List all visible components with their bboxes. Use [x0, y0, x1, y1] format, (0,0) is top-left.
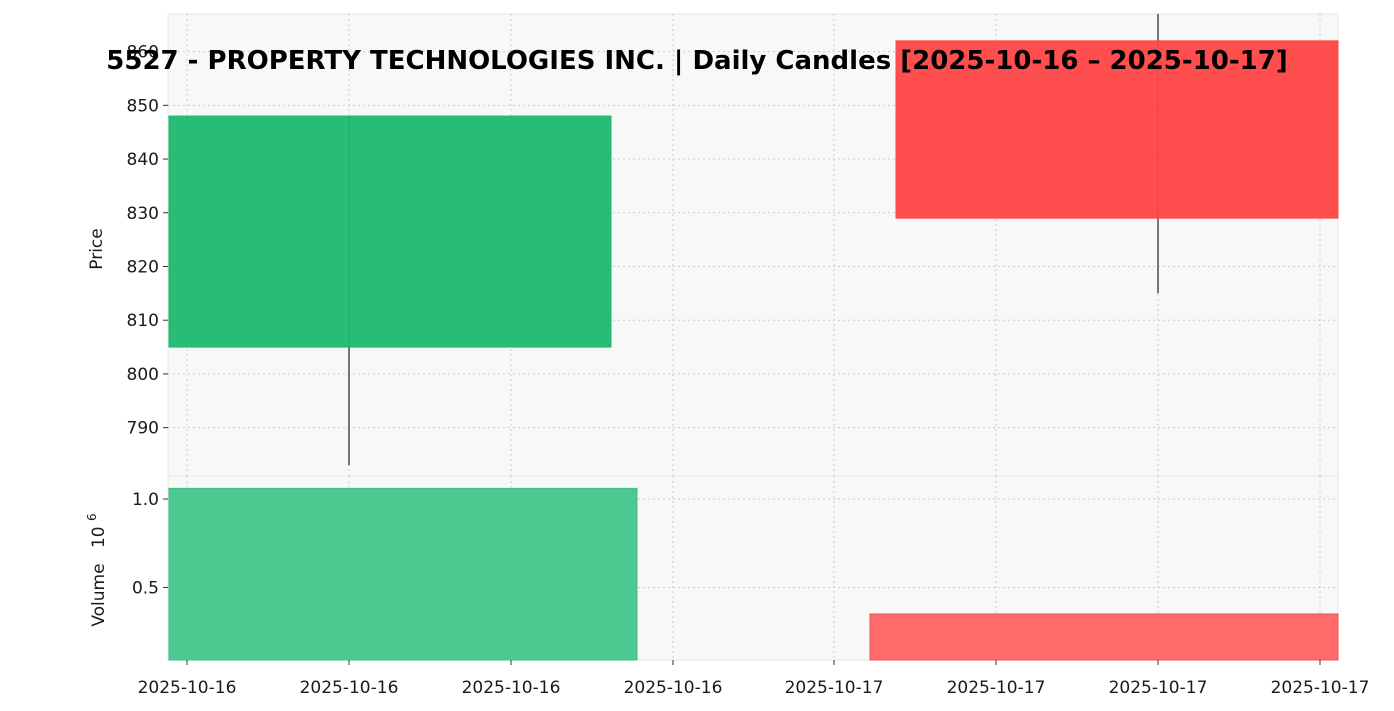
volume-tick-label: 1.0 — [132, 490, 159, 510]
volume-axis-label-exponent: 6 — [85, 513, 99, 521]
x-tick-label: 2025-10-17 — [1109, 678, 1208, 698]
price-tick-label: 810 — [127, 311, 159, 331]
price-tick-label: 860 — [127, 43, 159, 63]
volume-panel: 0.5 1.0 — [132, 475, 1339, 661]
volume-bar — [869, 613, 1339, 661]
x-tick-label: 2025-10-16 — [138, 678, 237, 698]
x-axis: 2025-10-16 2025-10-16 2025-10-16 2025-10-16… — [138, 660, 1370, 698]
price-tick-label: 830 — [127, 204, 159, 224]
candle-body — [895, 40, 1339, 219]
candle-body — [168, 115, 612, 348]
x-tick-label: 2025-10-16 — [300, 678, 399, 698]
x-tick-label: 2025-10-16 — [462, 678, 561, 698]
price-axis-label: Price — [87, 228, 107, 269]
price-tick-label: 790 — [127, 419, 159, 439]
price-panel: 790 800 810 820 830 840 850 860 — [127, 13, 1339, 477]
x-tick-label: 2025-10-16 — [624, 678, 723, 698]
x-tick-label: 2025-10-17 — [785, 678, 884, 698]
volume-axis-label-text: Volume — [89, 563, 109, 626]
volume-axis-label: Volume 10 6 — [85, 513, 109, 626]
price-tick-label: 850 — [127, 96, 159, 116]
volume-axis-label-multiplier: 10 — [89, 526, 109, 548]
price-tick-label: 840 — [127, 150, 159, 170]
volume-tick-label: 0.5 — [132, 578, 159, 598]
price-tick-label: 820 — [127, 257, 159, 277]
volume-bar — [168, 487, 638, 661]
x-tick-label: 2025-10-17 — [1271, 678, 1370, 698]
chart-title: 5527 - PROPERTY TECHNOLOGIES INC. | Dail… — [106, 46, 1287, 76]
price-tick-label: 800 — [127, 365, 159, 385]
x-tick-label: 2025-10-17 — [947, 678, 1046, 698]
